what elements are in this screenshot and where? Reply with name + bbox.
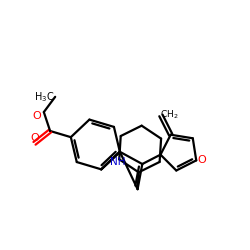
Text: CH$_2$: CH$_2$: [160, 108, 179, 121]
Text: H$_3$C: H$_3$C: [34, 90, 54, 104]
Text: NH: NH: [110, 156, 125, 166]
Text: O: O: [32, 111, 41, 121]
Text: O: O: [30, 133, 39, 143]
Text: O: O: [198, 156, 206, 166]
